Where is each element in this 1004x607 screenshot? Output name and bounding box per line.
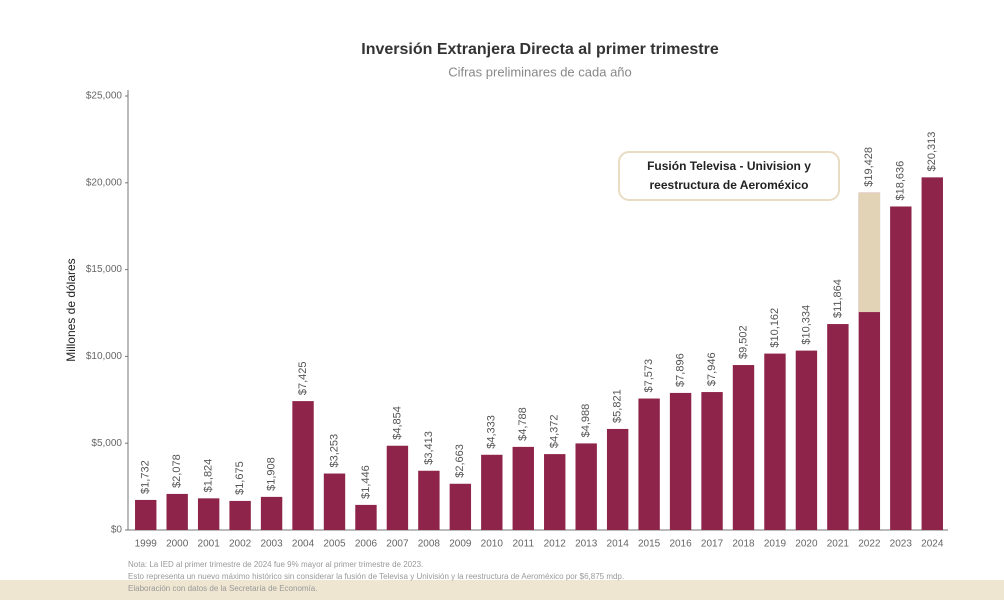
- value-label: $10,162: [769, 308, 781, 348]
- value-label: $3,253: [328, 434, 340, 468]
- bar: [827, 324, 849, 530]
- value-label: $4,372: [549, 414, 561, 448]
- x-tick-label: 2024: [921, 539, 944, 550]
- value-label: $7,946: [706, 352, 718, 386]
- y-tick-label: $5,000: [91, 438, 122, 449]
- x-tick-label: 2023: [890, 539, 913, 550]
- bar: [732, 365, 755, 530]
- value-label: $2,663: [454, 444, 466, 478]
- x-tick-label: 2022: [858, 539, 881, 550]
- x-tick-label: 2021: [827, 539, 850, 550]
- x-tick-label: 2004: [292, 539, 315, 550]
- x-tick-label: 2008: [418, 539, 441, 550]
- highlight-segment: [858, 192, 881, 313]
- value-label: $19,428: [863, 147, 875, 187]
- x-tick-label: 2003: [260, 539, 283, 550]
- y-axis-label: Millones de dólares: [64, 258, 78, 361]
- bar: [386, 445, 409, 530]
- value-label: $4,788: [517, 407, 529, 441]
- value-label: $10,334: [800, 305, 812, 345]
- bar: [890, 206, 912, 530]
- bar: [638, 398, 660, 530]
- value-label: $4,854: [391, 406, 403, 440]
- bar: [355, 504, 377, 530]
- value-label: $18,636: [895, 161, 907, 201]
- bar: [669, 392, 692, 530]
- bar: [449, 483, 472, 530]
- note: Esto representa un nuevo máximo históric…: [128, 572, 624, 581]
- bar: [575, 443, 597, 530]
- x-tick-label: 2002: [229, 539, 252, 550]
- bar: [323, 473, 346, 530]
- chart-title: Inversión Extranjera Directa al primer t…: [361, 41, 719, 58]
- bar: [418, 470, 440, 530]
- value-label: $1,446: [360, 465, 372, 499]
- value-label: $4,988: [580, 404, 592, 438]
- x-tick-label: 2007: [386, 539, 409, 550]
- bar: [764, 353, 786, 530]
- bar: [166, 493, 188, 530]
- y-tick-label: $20,000: [86, 177, 123, 188]
- x-tick-label: 2013: [575, 539, 598, 550]
- x-tick-label: 2019: [764, 539, 787, 550]
- bar: [197, 498, 220, 530]
- bar: [606, 428, 629, 530]
- value-label: $7,573: [643, 359, 655, 393]
- value-label: $1,824: [203, 459, 215, 493]
- y-tick-label: $10,000: [86, 351, 123, 362]
- x-tick-label: 2009: [449, 539, 472, 550]
- x-tick-label: 2010: [481, 539, 504, 550]
- x-tick-label: 2012: [544, 539, 567, 550]
- value-label: $7,896: [674, 353, 686, 387]
- value-label: $1,675: [234, 461, 246, 495]
- bar: [292, 401, 314, 530]
- value-label: $7,425: [297, 361, 309, 395]
- bar: [512, 446, 534, 530]
- x-tick-label: 2000: [166, 539, 189, 550]
- x-tick-label: 2017: [701, 539, 724, 550]
- value-label: $3,413: [423, 431, 435, 465]
- annotation-text: Fusión Televisa - Univision y: [647, 159, 811, 173]
- x-tick-label: 2001: [198, 539, 221, 550]
- x-tick-label: 2011: [513, 539, 535, 550]
- x-tick-label: 1999: [135, 539, 158, 550]
- y-tick-label: $15,000: [86, 264, 123, 275]
- bar: [260, 496, 283, 530]
- bar: [701, 392, 723, 530]
- value-label: $9,502: [737, 325, 749, 359]
- value-label: $1,908: [265, 457, 277, 491]
- value-label: $1,732: [140, 460, 152, 494]
- bar: [135, 499, 157, 530]
- chart-subtitle: Cifras preliminares de cada año: [448, 64, 632, 79]
- note: Elaboración con datos de la Secretaría d…: [128, 584, 317, 593]
- x-tick-label: 2015: [638, 539, 661, 550]
- bar: [481, 454, 503, 530]
- x-tick-label: 2006: [355, 539, 378, 550]
- value-label: $4,333: [486, 415, 498, 449]
- x-tick-label: 2018: [732, 539, 755, 550]
- x-tick-label: 2005: [323, 539, 346, 550]
- x-tick-label: 2020: [795, 539, 818, 550]
- x-tick-label: 2014: [607, 539, 630, 550]
- y-tick-label: $25,000: [86, 91, 123, 102]
- bar: [229, 500, 251, 530]
- bar: [795, 350, 818, 530]
- value-label: $2,078: [171, 454, 183, 488]
- bar: [544, 454, 566, 530]
- y-tick-label: $0: [111, 525, 123, 536]
- value-label: $11,864: [832, 279, 844, 318]
- x-tick-label: 2016: [669, 539, 692, 550]
- bar: [921, 177, 943, 530]
- value-label: $5,821: [612, 389, 624, 423]
- footer-band: [0, 580, 1004, 600]
- value-label: $20,313: [926, 132, 938, 172]
- annotation-box: [618, 151, 840, 201]
- note: Nota: La IED al primer trimestre de 2024…: [128, 560, 423, 569]
- annotation-text: reestructura de Aeroméxico: [650, 178, 809, 192]
